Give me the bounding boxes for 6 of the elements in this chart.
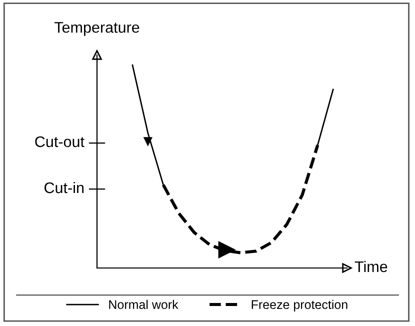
ref-line-label: Cut-in: [44, 182, 84, 194]
legend-label: Normal work: [109, 300, 178, 310]
legend-label: Freeze protection: [252, 300, 348, 312]
x-axis-title: Time: [354, 260, 388, 272]
y-axis-title: Temperature: [54, 22, 140, 36]
ref-line-label: Cut-out: [35, 136, 84, 148]
